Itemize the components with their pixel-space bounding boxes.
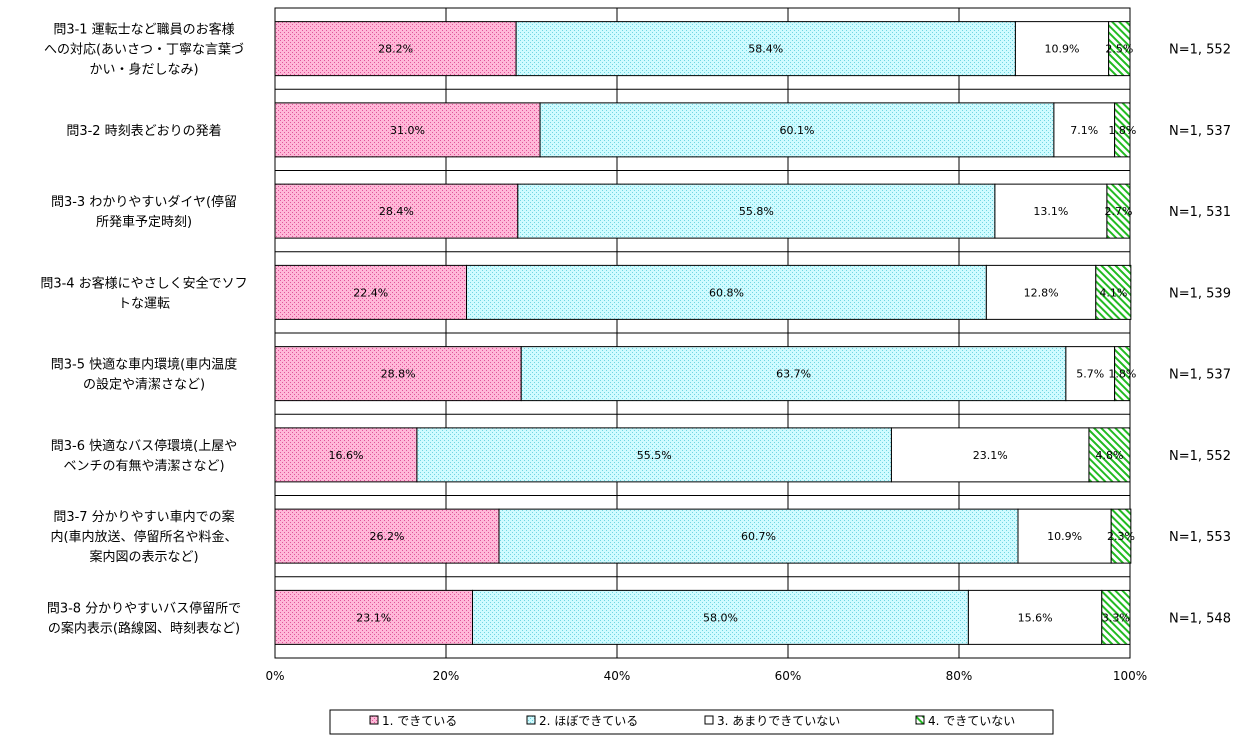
data-label: 16.6% (328, 449, 363, 462)
data-label: 1.8% (1108, 124, 1136, 137)
sample-size-label: N=1, 552 (1169, 43, 1231, 58)
bar-segment-s1 (274, 21, 517, 77)
x-axis: 0% 20% 40% 60% 80% 100% (265, 669, 1147, 683)
data-label: 12.8% (1024, 286, 1059, 299)
legend-swatch (526, 715, 536, 725)
bar-segment-s2 (416, 427, 892, 483)
data-label: 3.3% (1102, 611, 1130, 624)
bar-segment-s1 (274, 427, 418, 483)
data-label: 28.4% (379, 205, 414, 218)
bar-segment-s1 (274, 102, 541, 158)
category-label: 問3-1 運転士など職員のお客様への対応(あいさつ・丁寧な言葉づかい・身だしなみ… (44, 22, 244, 78)
data-label: 60.8% (709, 286, 744, 299)
bar-segment-s3 (985, 264, 1097, 320)
bar-segment-s4 (1108, 21, 1131, 77)
legend-label: 1. できている (382, 714, 457, 728)
bar-segment-s3 (890, 427, 1090, 483)
bar-segment-s3 (994, 183, 1108, 239)
bar-segment-s4 (1114, 346, 1131, 402)
sample-size-label: N=1, 531 (1169, 205, 1231, 220)
data-label: 55.8% (739, 205, 774, 218)
legend-box (329, 709, 1054, 735)
data-label: 2.7% (1104, 205, 1132, 218)
x-tick-label: 20% (433, 669, 460, 683)
category-label: 問3-4 お客様にやさしく安全でソフトな運転 (40, 275, 247, 311)
sample-size-label: N=1, 537 (1169, 124, 1231, 139)
bar-segment-s1 (274, 264, 468, 320)
bar-segment-s2 (539, 102, 1055, 158)
category-label: 問3-7 分かりやすい車内での案内(車内放送、停留所名や料金、案内図の表示など) (50, 509, 237, 565)
category-label: 問3-6 快適なバス停環境(上屋やベンチの有無や清潔さなど) (51, 438, 237, 474)
data-label: 58.4% (748, 43, 783, 56)
x-tick-label: 80% (946, 669, 973, 683)
data-label: 15.6% (1018, 611, 1053, 624)
data-label: 58.0% (703, 611, 738, 624)
legend-swatch (915, 715, 925, 725)
bar-segment-s2 (466, 264, 987, 320)
legend-label: 4. できていない (928, 714, 1015, 728)
legend: 1. できている 2. ほぼできている 3. あまりできていない 4. できていない (329, 709, 1054, 735)
bars: 28.2% 58.4% 10.9% 2.5% 31.0% 60.1% 7.1% 1.8% 28.… (274, 21, 1136, 645)
bar-segment-s1 (274, 183, 519, 239)
data-label: 1.8% (1108, 368, 1136, 381)
sample-size-label: N=1, 552 (1169, 449, 1231, 464)
data-label: 55.5% (637, 449, 672, 462)
data-label: 5.7% (1076, 368, 1104, 381)
bar-segment-s1 (274, 346, 522, 402)
data-label: 60.1% (780, 124, 815, 137)
bar-segment-s4 (1088, 427, 1131, 483)
category-label: 問3-3 わかりやすいダイヤ(停留所発車予定時刻) (51, 194, 237, 230)
bar-segment-s3 (1014, 21, 1110, 77)
data-label: 10.9% (1047, 530, 1082, 543)
bar-segment-s4 (1106, 183, 1131, 239)
data-label: 28.8% (381, 368, 416, 381)
sample-size-label: N=1, 548 (1169, 611, 1231, 626)
bar-segment-s4 (1114, 102, 1131, 158)
sample-size-label: N=1, 539 (1169, 286, 1231, 301)
bar-segment-s2 (520, 346, 1067, 402)
legend-swatch (704, 715, 714, 725)
category-labels: 問3-1 運転士など職員のお客様への対応(あいさつ・丁寧な言葉づかい・身だしなみ… (40, 22, 247, 637)
sample-size-label: N=1, 537 (1169, 368, 1231, 383)
legend-label: 3. あまりできていない (717, 714, 840, 728)
data-label: 63.7% (776, 368, 811, 381)
data-label: 13.1% (1033, 205, 1068, 218)
x-tick-label: 40% (604, 669, 631, 683)
bar-segment-s2 (498, 508, 1019, 564)
sample-size-labels: N=1, 552 N=1, 537 N=1, 531 N=1, 539 N=1, 537… (1169, 43, 1231, 627)
data-label: 2.5% (1105, 43, 1133, 56)
sample-size-label: N=1, 553 (1169, 530, 1231, 545)
data-label: 4.1% (1099, 286, 1127, 299)
bar-segment-s3 (967, 589, 1103, 645)
category-label: 問3-2 時刻表どおりの発着 (66, 123, 221, 139)
bar-segment-s1 (274, 508, 500, 564)
bar-segment-s2 (472, 589, 969, 645)
x-tick-label: 100% (1113, 669, 1147, 683)
bar-segment-s3 (1065, 346, 1116, 402)
bar-segment-s4 (1095, 264, 1132, 320)
data-label: 7.1% (1070, 124, 1098, 137)
data-label: 23.1% (356, 611, 391, 624)
data-label: 31.0% (390, 124, 425, 137)
legend-swatch (369, 715, 379, 725)
x-tick-label: 0% (265, 669, 284, 683)
x-tick-label: 60% (775, 669, 802, 683)
category-label: 問3-8 分かりやすいバス停留所での案内表示(路線図、時刻表など) (47, 600, 241, 636)
data-label: 4.8% (1096, 449, 1124, 462)
data-label: 26.2% (370, 530, 405, 543)
category-label: 問3-5 快適な車内環境(車内温度の設定や清潔さなど) (51, 357, 237, 393)
data-label: 23.1% (973, 449, 1008, 462)
bar-segment-s3 (1017, 508, 1112, 564)
bar-segment-s2 (517, 183, 996, 239)
data-label: 28.2% (378, 43, 413, 56)
bar-segment-s4 (1101, 589, 1131, 645)
bar-segment-s4 (1110, 508, 1132, 564)
bar-segment-s1 (274, 589, 474, 645)
data-label: 2.3% (1107, 530, 1135, 543)
legend-label: 2. ほぼできている (539, 714, 638, 728)
data-label: 10.9% (1045, 43, 1080, 56)
data-label: 60.7% (741, 530, 776, 543)
data-label: 22.4% (353, 286, 388, 299)
